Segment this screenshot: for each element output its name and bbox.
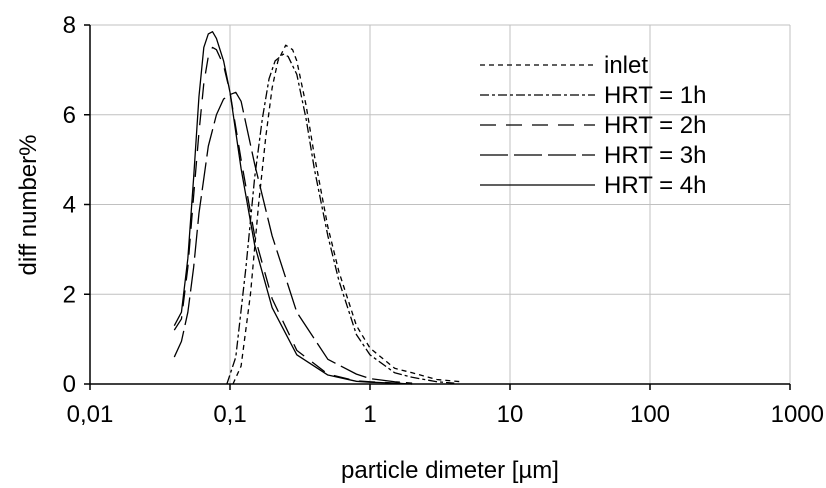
x-tick-label: 0,01 bbox=[67, 401, 114, 428]
y-tick-label: 0 bbox=[63, 371, 76, 398]
y-axis-title: diff number% bbox=[15, 135, 42, 276]
y-tick-label: 6 bbox=[63, 102, 76, 129]
legend-label-5: HRT = 4h bbox=[604, 172, 707, 199]
legend-label-1: inlet bbox=[604, 52, 648, 79]
tick-labels: 0 2 4 6 8 0,01 0,1 1 10 100 1000 bbox=[63, 12, 824, 428]
x-tick-label: 1000 bbox=[771, 401, 824, 428]
series-line-4 bbox=[173, 91, 413, 384]
y-tick-label: 8 bbox=[63, 12, 76, 39]
series-line-5 bbox=[173, 31, 413, 385]
x-tick-label: 10 bbox=[497, 401, 524, 428]
y-tick-label: 4 bbox=[63, 192, 76, 219]
legend-label-4: HRT = 3h bbox=[604, 142, 707, 169]
series-line-1 bbox=[232, 44, 462, 385]
series-lines bbox=[173, 31, 462, 385]
grid bbox=[90, 24, 791, 384]
x-tick-label: 0,1 bbox=[213, 401, 246, 428]
legend: inlet HRT = 1h HRT = 2h HRT = 3h HRT = 4h bbox=[480, 52, 707, 199]
legend-label-3: HRT = 2h bbox=[604, 112, 707, 139]
legend-label-2: HRT = 1h bbox=[604, 82, 707, 109]
y-tick-label: 2 bbox=[63, 281, 76, 308]
x-tick-label: 1 bbox=[363, 401, 376, 428]
axes bbox=[84, 24, 791, 390]
x-tick-label: 100 bbox=[630, 401, 670, 428]
series-line-2 bbox=[226, 53, 455, 385]
series-line-3 bbox=[173, 46, 413, 385]
x-axis-title: particle dimeter [µm] bbox=[341, 457, 559, 484]
